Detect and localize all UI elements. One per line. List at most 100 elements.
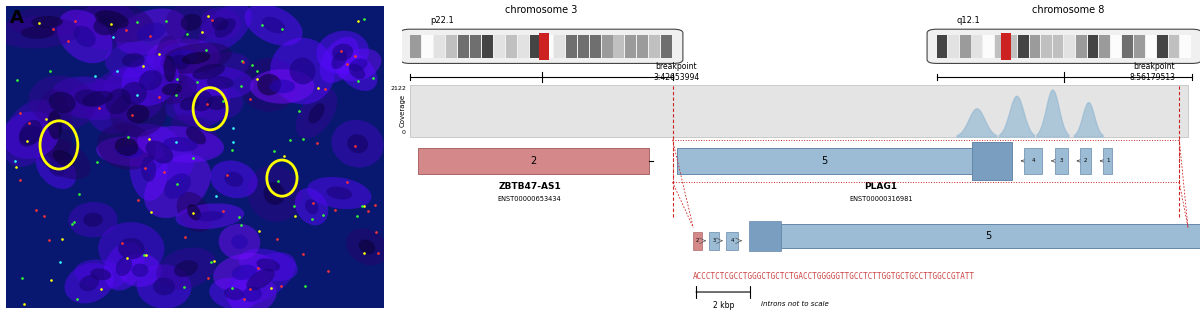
Bar bbox=[482, 35, 493, 58]
Text: ENST00000653434: ENST00000653434 bbox=[498, 196, 562, 202]
Ellipse shape bbox=[289, 58, 316, 84]
Bar bbox=[995, 35, 1006, 58]
Bar bbox=[661, 35, 672, 58]
Ellipse shape bbox=[199, 3, 252, 52]
Text: chromosome 3: chromosome 3 bbox=[505, 5, 578, 15]
Ellipse shape bbox=[169, 50, 198, 65]
Bar bbox=[541, 35, 553, 58]
Ellipse shape bbox=[95, 10, 128, 29]
Ellipse shape bbox=[85, 69, 150, 134]
Ellipse shape bbox=[103, 242, 144, 290]
Ellipse shape bbox=[70, 0, 155, 42]
Ellipse shape bbox=[106, 89, 131, 114]
Ellipse shape bbox=[257, 74, 281, 95]
Ellipse shape bbox=[210, 160, 258, 198]
Bar bbox=[1030, 35, 1040, 58]
FancyBboxPatch shape bbox=[401, 29, 683, 63]
Ellipse shape bbox=[331, 51, 347, 69]
Ellipse shape bbox=[122, 53, 145, 68]
Text: A: A bbox=[10, 9, 24, 27]
Ellipse shape bbox=[164, 1, 218, 44]
Bar bbox=[517, 35, 529, 58]
Ellipse shape bbox=[270, 38, 335, 104]
Bar bbox=[1064, 35, 1075, 58]
Ellipse shape bbox=[139, 70, 162, 90]
FancyBboxPatch shape bbox=[928, 29, 1200, 63]
Ellipse shape bbox=[145, 141, 173, 164]
Ellipse shape bbox=[116, 145, 143, 157]
Ellipse shape bbox=[319, 37, 359, 83]
Bar bbox=[1169, 35, 1180, 58]
Ellipse shape bbox=[144, 154, 211, 218]
Ellipse shape bbox=[186, 127, 206, 144]
Bar bbox=[781, 224, 1200, 248]
Ellipse shape bbox=[215, 18, 235, 38]
Ellipse shape bbox=[53, 150, 74, 167]
Ellipse shape bbox=[214, 253, 276, 292]
Ellipse shape bbox=[52, 77, 130, 120]
Ellipse shape bbox=[164, 173, 191, 199]
Text: 0: 0 bbox=[402, 130, 406, 135]
Text: 4: 4 bbox=[1032, 159, 1034, 163]
Ellipse shape bbox=[226, 252, 296, 307]
Ellipse shape bbox=[154, 278, 175, 295]
Text: breakpoint
8:56179513: breakpoint 8:56179513 bbox=[1129, 62, 1175, 82]
Ellipse shape bbox=[130, 138, 168, 201]
Ellipse shape bbox=[146, 74, 197, 105]
Ellipse shape bbox=[211, 17, 228, 30]
Ellipse shape bbox=[257, 258, 280, 271]
Bar bbox=[410, 35, 421, 58]
Ellipse shape bbox=[173, 74, 230, 127]
Ellipse shape bbox=[31, 16, 62, 28]
Ellipse shape bbox=[174, 260, 198, 277]
Bar bbox=[948, 35, 959, 58]
Text: ZBTB47-AS1: ZBTB47-AS1 bbox=[498, 182, 562, 191]
Ellipse shape bbox=[206, 95, 228, 110]
Ellipse shape bbox=[163, 56, 175, 82]
Ellipse shape bbox=[155, 35, 185, 102]
Ellipse shape bbox=[239, 249, 298, 281]
Ellipse shape bbox=[161, 43, 232, 74]
Ellipse shape bbox=[227, 275, 277, 313]
Bar bbox=[458, 35, 469, 58]
Bar bbox=[589, 35, 600, 58]
Ellipse shape bbox=[110, 91, 167, 137]
Ellipse shape bbox=[317, 31, 368, 74]
Ellipse shape bbox=[125, 124, 194, 181]
Ellipse shape bbox=[137, 126, 224, 163]
Text: 3: 3 bbox=[713, 238, 715, 243]
Bar bbox=[1122, 35, 1133, 58]
Ellipse shape bbox=[336, 48, 382, 81]
Ellipse shape bbox=[137, 23, 166, 41]
Ellipse shape bbox=[74, 259, 127, 289]
Bar bbox=[1055, 148, 1068, 174]
Bar bbox=[1181, 35, 1192, 58]
Bar bbox=[726, 232, 738, 250]
Ellipse shape bbox=[170, 55, 190, 70]
Ellipse shape bbox=[264, 182, 286, 205]
Bar bbox=[972, 142, 1012, 180]
Bar bbox=[749, 220, 781, 251]
Ellipse shape bbox=[187, 204, 200, 220]
Ellipse shape bbox=[232, 235, 248, 249]
Ellipse shape bbox=[156, 247, 216, 290]
Bar bbox=[709, 232, 719, 250]
Ellipse shape bbox=[48, 111, 62, 139]
Bar bbox=[1146, 35, 1157, 58]
Ellipse shape bbox=[224, 172, 244, 187]
Ellipse shape bbox=[121, 55, 179, 106]
Bar bbox=[960, 35, 971, 58]
Ellipse shape bbox=[232, 265, 257, 280]
Ellipse shape bbox=[180, 97, 199, 111]
Bar bbox=[1134, 35, 1145, 58]
Ellipse shape bbox=[65, 263, 114, 303]
Ellipse shape bbox=[1, 100, 59, 167]
Text: introns not to scale: introns not to scale bbox=[761, 301, 829, 307]
Bar bbox=[434, 35, 445, 58]
Ellipse shape bbox=[224, 287, 244, 300]
Ellipse shape bbox=[73, 26, 96, 47]
Text: Coverage: Coverage bbox=[400, 94, 406, 127]
Ellipse shape bbox=[74, 2, 138, 50]
Ellipse shape bbox=[116, 257, 132, 276]
Ellipse shape bbox=[218, 224, 260, 260]
